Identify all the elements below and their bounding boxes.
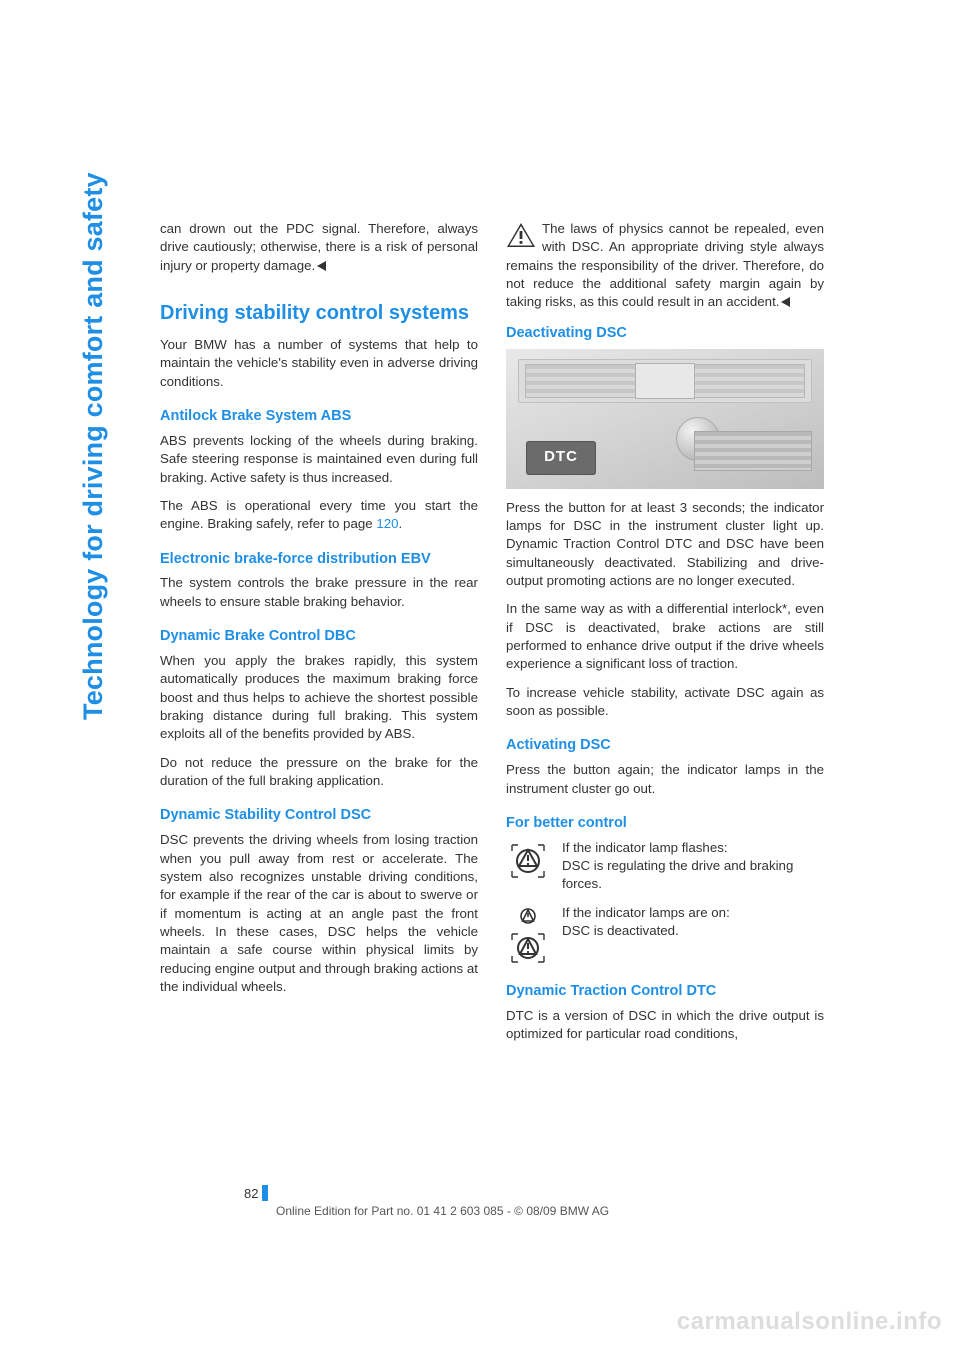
indicator-icon-dsc-off xyxy=(506,904,550,966)
abs-p2-text-b: . xyxy=(399,516,403,531)
page-number-bar xyxy=(262,1185,268,1201)
manual-page: Technology for driving comfort and safet… xyxy=(0,0,960,1358)
abs-p2-text-a: The ABS is operational every time you st… xyxy=(160,498,478,531)
indicator-row-deactivated: If the indicator lamps are on: DSC is de… xyxy=(506,904,824,966)
end-triangle-icon xyxy=(781,297,790,307)
right-column: The laws of physics cannot be repealed, … xyxy=(506,220,824,1053)
dbc-paragraph-1: When you apply the brakes rapidly, this … xyxy=(160,652,478,744)
intro-paragraph: Your BMW has a number of systems that he… xyxy=(160,336,478,391)
dtc-button: DTC xyxy=(526,441,596,475)
deactivate-paragraph-1: Press the button for at least 3 seconds;… xyxy=(506,499,824,591)
warning-text: The laws of physics cannot be repealed, … xyxy=(506,221,824,309)
sub-heading-dsc: Dynamic Stability Control DSC xyxy=(160,806,478,825)
warning-triangle-icon xyxy=(506,222,536,248)
ind2-line-b: DSC is deactivated. xyxy=(562,923,679,938)
sub-heading-deactivating-dsc: Deactivating DSC xyxy=(506,324,824,343)
page-number-value: 82 xyxy=(244,1186,258,1201)
indicator-row-flashing: If the indicator lamp flashes: DSC is re… xyxy=(506,839,824,894)
sub-heading-abs: Antilock Brake System ABS xyxy=(160,407,478,426)
sub-heading-dbc: Dynamic Brake Control DBC xyxy=(160,627,478,646)
end-triangle-icon xyxy=(317,261,326,271)
watermark-text: carmanualsonline.info xyxy=(677,1308,942,1336)
abs-paragraph-1: ABS prevents locking of the wheels durin… xyxy=(160,432,478,487)
dash-vent-panel xyxy=(694,431,812,471)
ind2-line-a: If the indicator lamps are on: xyxy=(562,905,730,920)
sub-heading-for-better-control: For better control xyxy=(506,814,824,833)
page-reference-120[interactable]: 120 xyxy=(376,516,398,531)
warning-paragraph: The laws of physics cannot be repealed, … xyxy=(506,220,824,312)
continuation-paragraph: can drown out the PDC signal. Therefore,… xyxy=(160,220,478,275)
indicator-icon-dsc-active xyxy=(506,839,550,894)
dashboard-illustration: DTC xyxy=(506,349,824,489)
footer-edition-text: Online Edition for Part no. 01 41 2 603 … xyxy=(276,1204,609,1218)
dsc-paragraph: DSC prevents the driving wheels from los… xyxy=(160,831,478,996)
left-column: can drown out the PDC signal. Therefore,… xyxy=(160,220,478,1053)
indicator-text-deactivated: If the indicator lamps are on: DSC is de… xyxy=(562,904,824,966)
deactivate-p2-text: In the same way as with a differential i… xyxy=(506,601,824,671)
two-column-layout: can drown out the PDC signal. Therefore,… xyxy=(160,220,860,1053)
ind1-line-b: DSC is regulating the drive and braking … xyxy=(562,858,793,891)
abs-paragraph-2: The ABS is operational every time you st… xyxy=(160,497,478,534)
sub-heading-activating-dsc: Activating DSC xyxy=(506,736,824,755)
deactivate-paragraph-3: To increase vehicle stability, activate … xyxy=(506,684,824,721)
page-number: 82 xyxy=(244,1185,268,1201)
dbc-paragraph-2: Do not reduce the pressure on the brake … xyxy=(160,754,478,791)
sub-heading-ebv: Electronic brake-force distribution EBV xyxy=(160,550,478,569)
dash-center-screen xyxy=(635,363,695,399)
ind1-line-a: If the indicator lamp flashes: xyxy=(562,840,728,855)
deactivate-paragraph-2: In the same way as with a differential i… xyxy=(506,600,824,673)
side-section-title: Technology for driving comfort and safet… xyxy=(78,172,109,720)
ebv-paragraph: The system controls the brake pressure i… xyxy=(160,574,478,611)
sub-heading-dtc: Dynamic Traction Control DTC xyxy=(506,982,824,1001)
section-heading-driving-stability: Driving stability control systems xyxy=(160,301,478,326)
dtc-paragraph: DTC is a version of DSC in which the dri… xyxy=(506,1007,824,1044)
activate-paragraph: Press the button again; the indicator la… xyxy=(506,761,824,798)
indicator-text-flashing: If the indicator lamp flashes: DSC is re… xyxy=(562,839,824,894)
